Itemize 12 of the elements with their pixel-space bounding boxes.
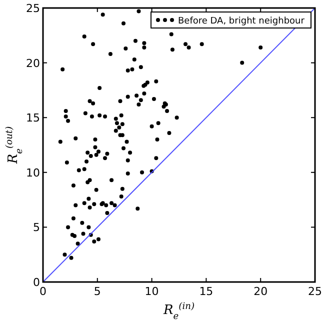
legend-label: Before DA, bright neighbour: [178, 16, 305, 26]
y-tick-label: 5: [33, 221, 40, 234]
x-tick-label: 20: [254, 285, 268, 298]
x-tick-label: 25: [308, 285, 322, 298]
x-tick-label: 15: [199, 285, 214, 298]
x-tick-label: 10: [144, 285, 159, 298]
y-tick-label: 10: [26, 166, 40, 180]
x-tick-label: 5: [94, 285, 101, 298]
y-tick-label: 25: [26, 2, 40, 15]
y-tick-label: 15: [26, 112, 40, 125]
y-tick-label: 0: [33, 276, 40, 289]
y-tick-label: 20: [26, 56, 40, 70]
